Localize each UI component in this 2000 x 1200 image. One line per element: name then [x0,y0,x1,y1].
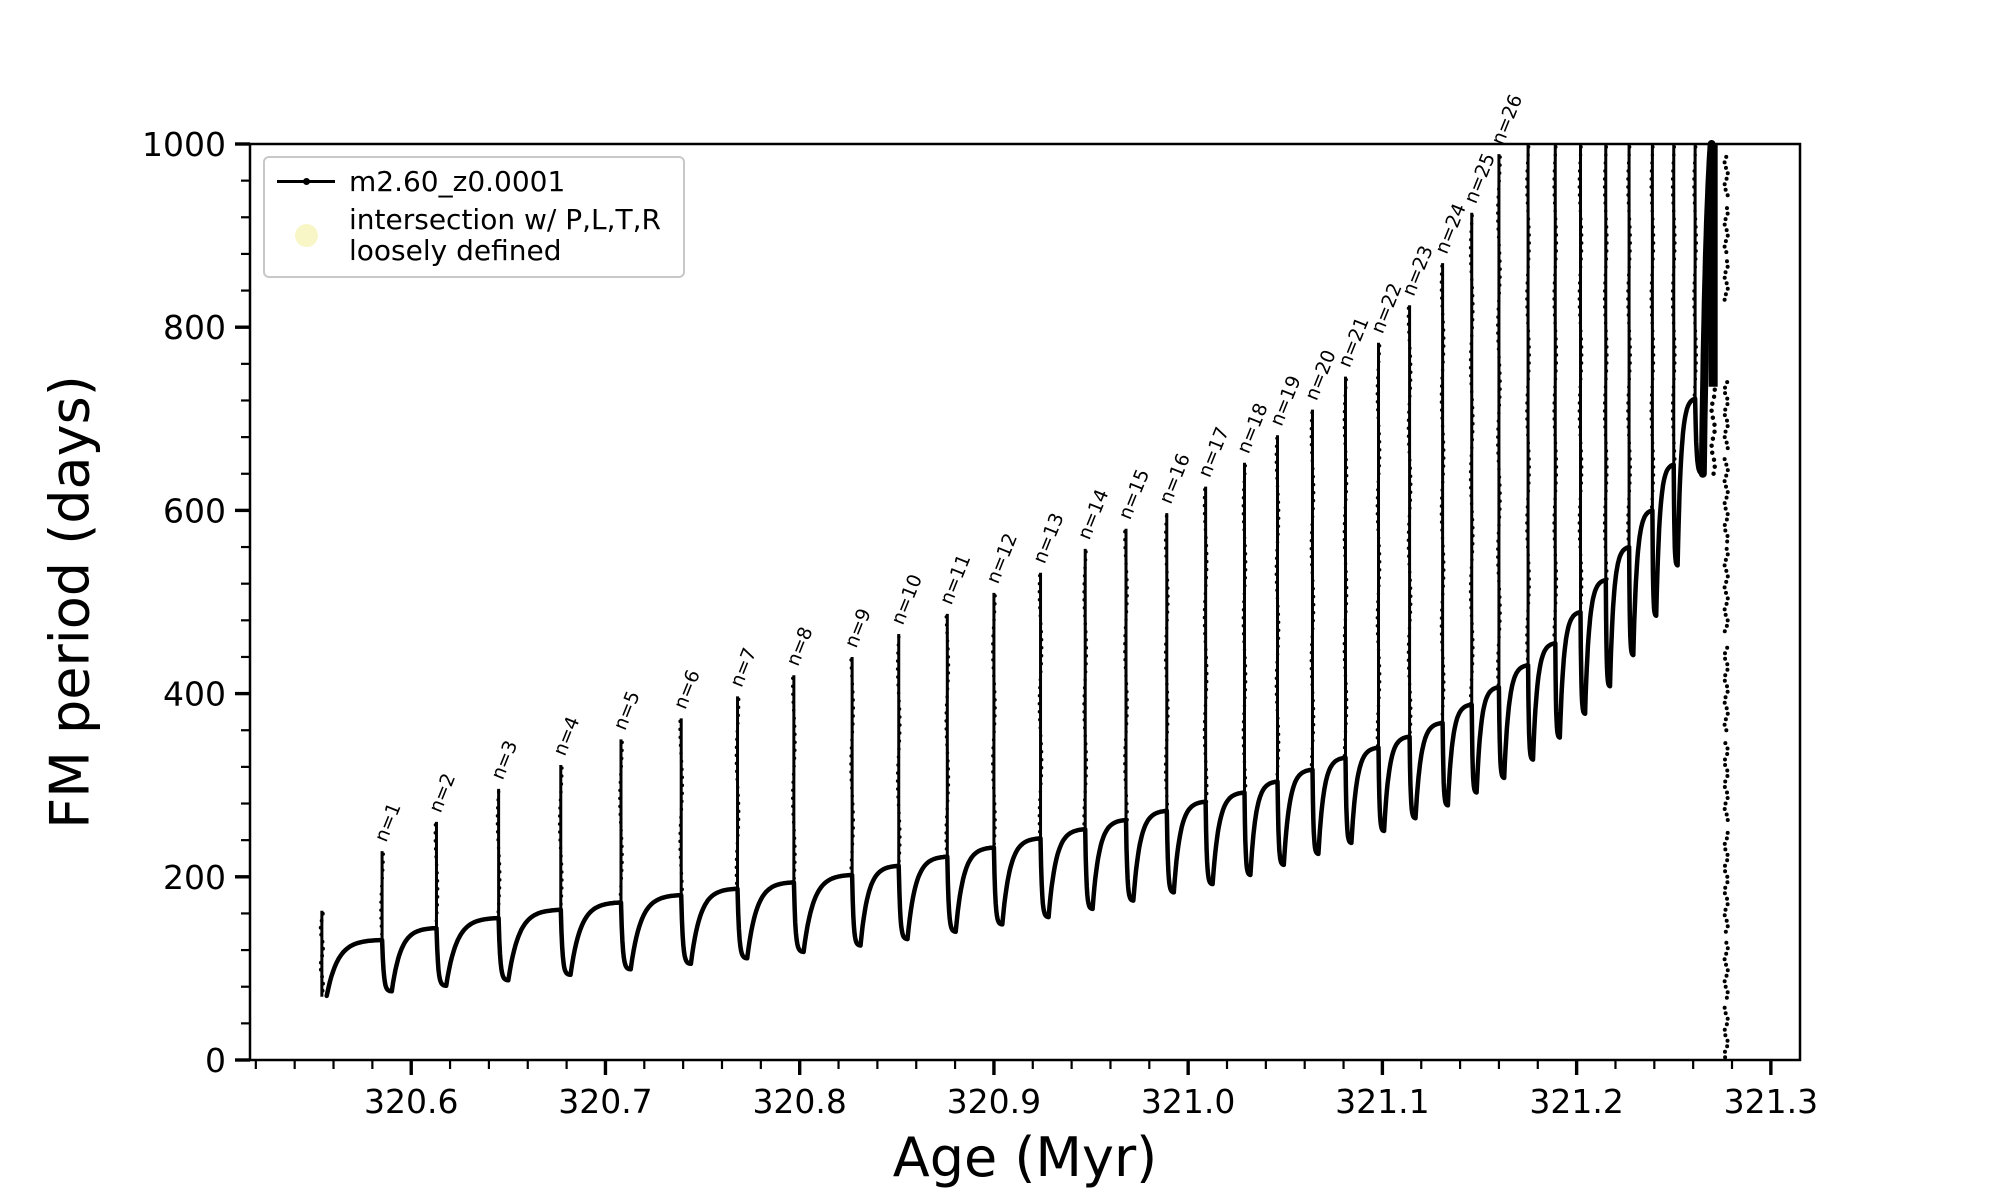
legend: m2.60_z0.0001 intersection w/ P,L,T,R lo… [263,156,685,278]
svg-text:1000: 1000 [142,125,226,164]
svg-text:n=14: n=14 [1073,486,1113,543]
legend-label-series: m2.60_z0.0001 [349,165,566,198]
svg-text:0: 0 [205,1041,226,1080]
svg-text:n=23: n=23 [1398,243,1438,300]
svg-text:n=16: n=16 [1155,450,1195,507]
svg-text:n=1: n=1 [370,800,405,845]
svg-text:n=5: n=5 [609,688,644,733]
svg-text:n=9: n=9 [840,605,875,650]
svg-text:n=7: n=7 [726,645,761,690]
axis-ticks [235,142,1773,1075]
svg-text:n=18: n=18 [1233,400,1273,457]
x-axis-label: Age (Myr) [892,1126,1158,1189]
svg-text:320.9: 320.9 [947,1082,1041,1121]
svg-text:n=20: n=20 [1301,347,1341,404]
svg-text:n=6: n=6 [669,667,704,712]
svg-text:n=19: n=19 [1266,373,1306,430]
svg-text:n=21: n=21 [1334,314,1374,371]
svg-text:321.3: 321.3 [1724,1082,1818,1121]
line-dot-marker-icon [277,178,335,185]
svg-text:320.6: 320.6 [364,1082,458,1121]
svg-text:321.2: 321.2 [1529,1082,1623,1121]
y-axis-label: FM period (days) [38,375,102,829]
svg-text:321.0: 321.0 [1141,1082,1235,1121]
svg-text:n=17: n=17 [1194,424,1234,481]
svg-text:n=8: n=8 [782,624,817,669]
svg-text:n=25: n=25 [1460,150,1500,207]
svg-text:320.8: 320.8 [752,1082,846,1121]
svg-text:n=11: n=11 [936,551,976,608]
svg-text:n=10: n=10 [887,571,927,628]
svg-text:321.1: 321.1 [1335,1082,1429,1121]
svg-text:n=3: n=3 [487,737,522,782]
svg-text:320.7: 320.7 [558,1082,652,1121]
plot-frame [248,142,1802,1062]
svg-text:n=24: n=24 [1431,200,1471,257]
series-line [318,140,1730,1060]
legend-entry-intersection: intersection w/ P,L,T,R loosely defined [277,204,661,266]
svg-text:800: 800 [163,308,226,347]
svg-text:600: 600 [163,491,226,530]
svg-text:n=26: n=26 [1487,91,1527,148]
circle-marker-icon [277,223,335,247]
svg-text:n=13: n=13 [1029,510,1069,567]
axis-tick-labels: 320.6 320.7 320.8 320.9 321.0 321.1 321.2 321.3… [142,125,1818,1121]
svg-text:n=12: n=12 [982,530,1022,587]
svg-text:400: 400 [163,675,226,714]
svg-text:n=4: n=4 [549,714,584,759]
svg-text:n=2: n=2 [425,770,460,815]
legend-entry-series: m2.60_z0.0001 [277,166,661,197]
legend-label-intersection: intersection w/ P,L,T,R loosely defined [349,203,661,267]
svg-text:200: 200 [163,858,226,897]
svg-text:n=15: n=15 [1114,466,1154,523]
